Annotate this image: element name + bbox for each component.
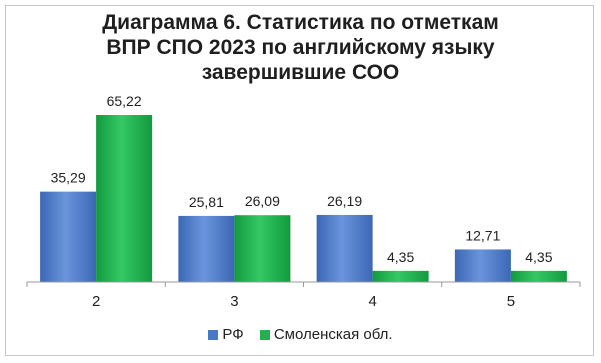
bar-rf-3 xyxy=(178,215,235,282)
legend-label-rf: РФ xyxy=(222,326,244,343)
bar-smolensk-2 xyxy=(96,115,153,282)
legend-item-rf: РФ xyxy=(208,326,244,343)
bar-smolensk-3 xyxy=(234,215,291,282)
x-tick-label-5: 5 xyxy=(507,293,515,310)
bar-rf-5 xyxy=(454,249,511,282)
legend-item-smolensk: Смоленская обл. xyxy=(259,326,393,343)
data-label-smolensk-3: 26,09 xyxy=(245,193,280,209)
data-label-smolensk-2: 65,22 xyxy=(107,93,142,109)
bar-rf-4 xyxy=(316,214,373,282)
legend-swatch-smolensk xyxy=(259,329,270,340)
bar-smolensk-5 xyxy=(510,270,567,282)
data-label-rf-3: 25,81 xyxy=(189,194,224,210)
chart-title-line-1: Диаграмма 6. Статистика по отметкам xyxy=(102,11,499,34)
x-tick-label-4: 4 xyxy=(368,293,376,310)
x-ticks-group: 2 3 4 5 xyxy=(26,282,581,310)
data-label-rf-5: 12,71 xyxy=(465,227,500,243)
legend-swatch-rf xyxy=(208,329,219,340)
chart-title-line-3: завершившие СОО xyxy=(201,61,400,84)
bar-rf-2 xyxy=(40,191,97,282)
x-tick-label-2: 2 xyxy=(92,293,100,310)
chart-title: Диаграмма 6. Статистика по отметкам ВПР … xyxy=(0,10,601,85)
legend: РФ Смоленская обл. xyxy=(0,326,601,344)
data-label-smolensk-5: 4,35 xyxy=(525,249,552,265)
x-tick-label-3: 3 xyxy=(230,293,238,310)
bar-smolensk-4 xyxy=(372,270,429,282)
bars-group xyxy=(40,115,567,282)
data-labels-group: 35,29 65,22 25,81 26,09 26,19 4,35 12,71 4,35 xyxy=(51,93,553,265)
chart-title-line-2: ВПР СПО 2023 по английскому языку xyxy=(106,36,495,59)
data-label-rf-4: 26,19 xyxy=(327,193,362,209)
legend-label-smolensk: Смоленская обл. xyxy=(273,326,393,343)
data-label-rf-2: 35,29 xyxy=(51,170,86,186)
data-label-smolensk-4: 4,35 xyxy=(387,249,414,265)
